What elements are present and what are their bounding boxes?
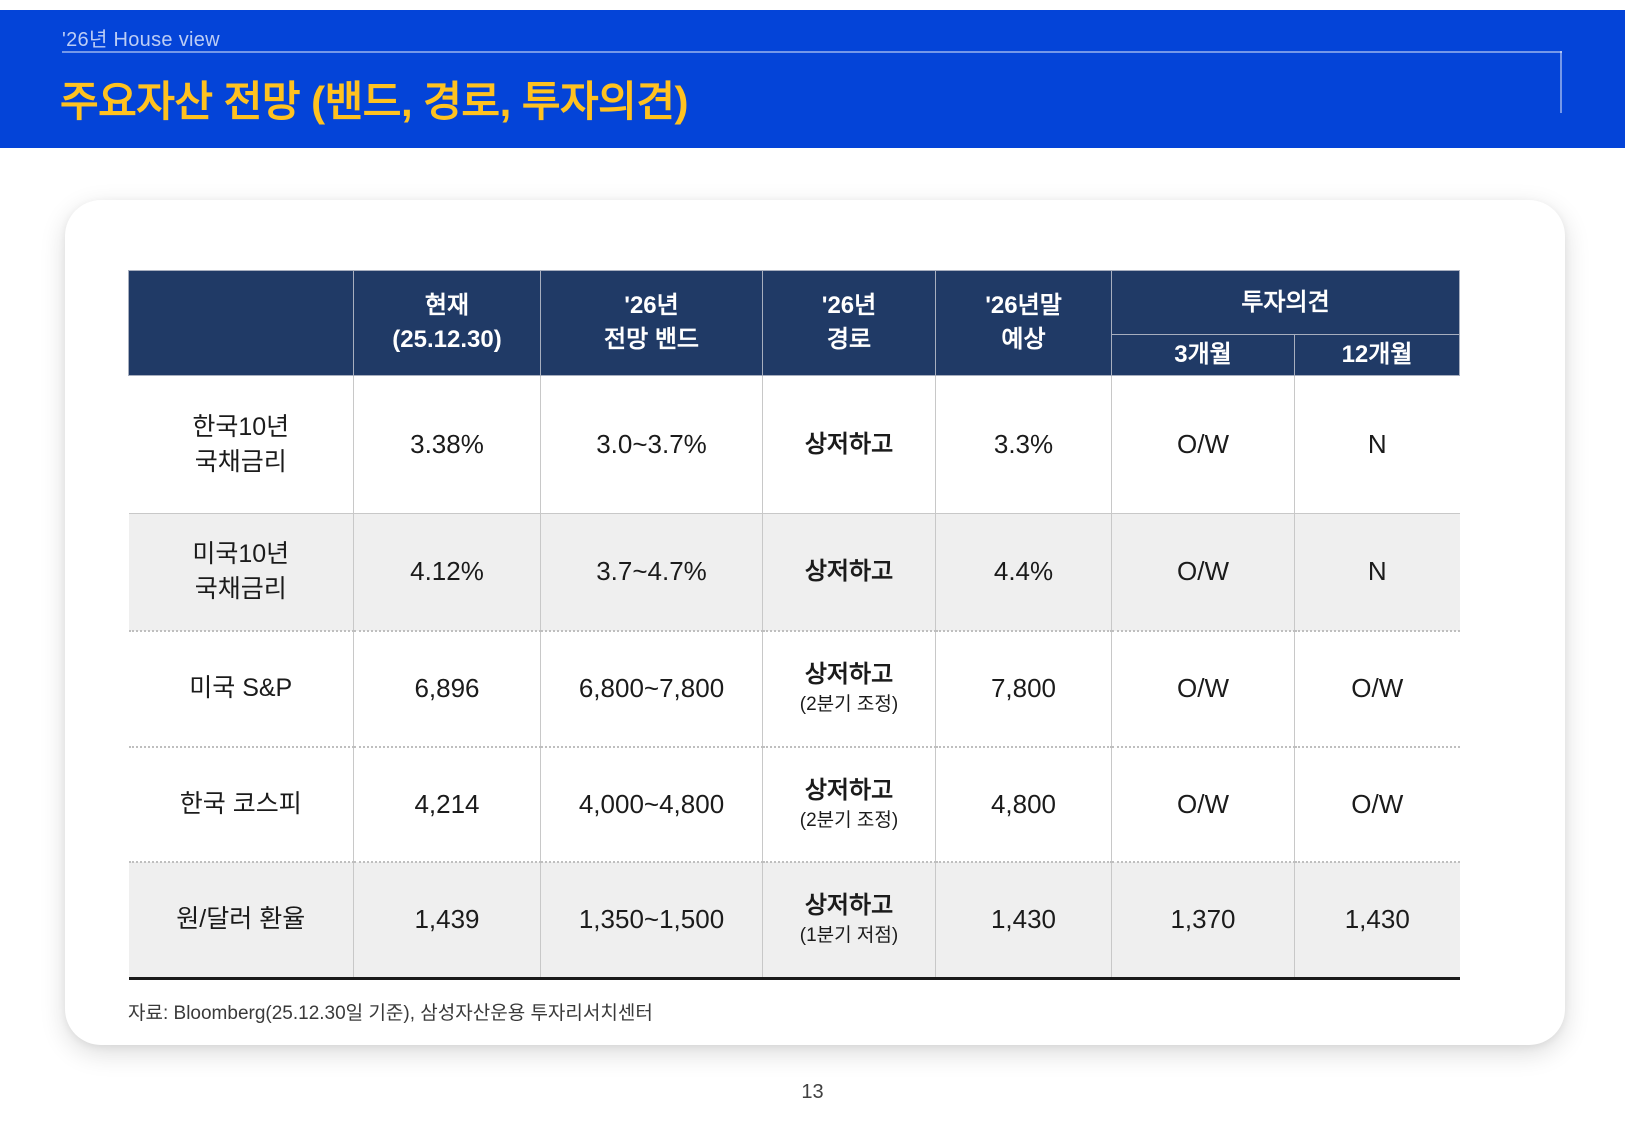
col-header-opinion-3m: 3개월 bbox=[1111, 334, 1295, 376]
opinion-3m-value: O/W bbox=[1111, 745, 1295, 862]
asset-label: 한국 코스피 bbox=[128, 745, 354, 862]
path-note: (2분기 조정) bbox=[799, 694, 899, 716]
table-row-kr-kospi: 한국 코스피 4,214 4,000~4,800 상저하고 (2분기 조정) 4,… bbox=[128, 745, 1460, 862]
col-header-opinion: 투자의견 bbox=[1110, 270, 1461, 335]
opinion-12m-value: N bbox=[1293, 513, 1460, 631]
col-header-current-line2: (25.12.30) bbox=[392, 326, 502, 353]
asset-label-line1: 한국 코스피 bbox=[179, 789, 302, 818]
col-header-year-end-line2: 예상 bbox=[1001, 326, 1046, 353]
year-end-value: 7,800 bbox=[935, 629, 1112, 747]
band-value: 1,350~1,500 bbox=[540, 860, 763, 980]
header-rule-corner bbox=[1560, 51, 1562, 113]
band-value: 4,000~4,800 bbox=[540, 745, 763, 862]
asset-label-line1: 원/달러 환율 bbox=[176, 905, 306, 934]
page-number: 13 bbox=[801, 1081, 824, 1103]
current-value: 4,214 bbox=[353, 745, 541, 862]
col-header-path-line1: '26년 bbox=[821, 292, 877, 320]
col-header-year-end-line1: '26년말 bbox=[985, 292, 1062, 320]
path-note: (2분기 조정) bbox=[799, 809, 899, 831]
band-value: 6,800~7,800 bbox=[540, 629, 763, 747]
opinion-3m-value: O/W bbox=[1111, 629, 1295, 747]
path-value: 상저하고 bbox=[762, 513, 936, 631]
asset-label-line1: 한국10년 bbox=[192, 412, 290, 441]
path-main: 상저하고 bbox=[804, 892, 894, 920]
path-main: 상저하고 bbox=[804, 661, 894, 689]
path-main: 상저하고 bbox=[804, 430, 894, 458]
path-value: 상저하고 (2분기 조정) bbox=[762, 745, 936, 862]
asset-label-line2: 국채금리 bbox=[194, 447, 287, 476]
band-value: 3.0~3.7% bbox=[540, 375, 763, 514]
path-note: (1분기 저점) bbox=[799, 925, 899, 947]
opinion-3m-value: O/W bbox=[1111, 513, 1295, 631]
path-value: 상저하고 bbox=[762, 375, 936, 514]
table-row-us-sp: 미국 S&P 6,896 6,800~7,800 상저하고 (2분기 조정) 7,… bbox=[128, 629, 1460, 747]
header-banner: '26년 House view 주요자산 전망 (밴드, 경로, 투자의견) bbox=[0, 10, 1625, 148]
opinion-12m-value: N bbox=[1293, 375, 1460, 514]
eyebrow-label: '26년 House view bbox=[62, 29, 220, 51]
asset-label-line1: 미국 S&P bbox=[189, 674, 293, 702]
col-header-current: 현재 (25.12.30) bbox=[353, 270, 541, 376]
opinion-12m-value: O/W bbox=[1293, 745, 1460, 862]
table-header-row-bottom: 3개월 12개월 bbox=[129, 334, 1461, 376]
col-header-opinion-12m: 12개월 bbox=[1293, 334, 1461, 376]
asset-label: 미국 S&P bbox=[128, 629, 354, 747]
path-value: 상저하고 (2분기 조정) bbox=[762, 629, 936, 747]
col-header-band-line1: '26년 bbox=[624, 292, 679, 320]
header-rule bbox=[62, 51, 1562, 53]
col-header-current-line1: 현재 bbox=[424, 292, 470, 320]
current-value: 6,896 bbox=[353, 629, 541, 747]
path-main: 상저하고 bbox=[804, 557, 894, 585]
col-header-blank bbox=[128, 270, 354, 376]
col-header-band-line2: 전망 밴드 bbox=[604, 326, 699, 353]
year-end-value: 4,800 bbox=[935, 745, 1112, 862]
opinion-12m-value: O/W bbox=[1293, 629, 1460, 747]
year-end-value: 3.3% bbox=[935, 375, 1112, 514]
opinion-3m-value: 1,370 bbox=[1111, 860, 1295, 980]
current-value: 3.38% bbox=[353, 375, 541, 514]
year-end-value: 4.4% bbox=[935, 513, 1112, 631]
opinion-3m-value: O/W bbox=[1111, 375, 1295, 514]
asset-label-line2: 국채금리 bbox=[194, 574, 287, 603]
asset-label: 원/달러 환율 bbox=[128, 860, 354, 980]
path-main: 상저하고 bbox=[804, 776, 894, 804]
table-row-usdkrw: 원/달러 환율 1,439 1,350~1,500 상저하고 (1분기 저점) 1… bbox=[128, 860, 1460, 980]
band-value: 3.7~4.7% bbox=[540, 513, 763, 631]
path-value: 상저하고 (1분기 저점) bbox=[762, 860, 936, 980]
opinion-12m-value: 1,430 bbox=[1293, 860, 1460, 980]
page-title: 주요자산 전망 (밴드, 경로, 투자의견) bbox=[60, 78, 688, 125]
year-end-value: 1,430 bbox=[935, 860, 1112, 980]
col-header-path-line2: 경로 bbox=[826, 326, 872, 353]
current-value: 4.12% bbox=[353, 513, 541, 631]
source-note: 자료: Bloomberg(25.12.30일 기준), 삼성자산운용 투자리서… bbox=[128, 1003, 653, 1024]
asset-label-line1: 미국10년 bbox=[192, 539, 290, 568]
current-value: 1,439 bbox=[353, 860, 541, 980]
